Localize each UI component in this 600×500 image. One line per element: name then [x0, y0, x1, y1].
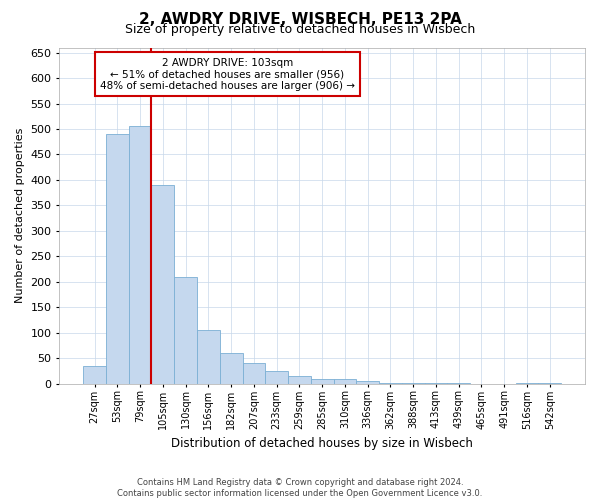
Bar [379, 382, 402, 384]
Bar [265, 371, 288, 384]
Bar [311, 378, 334, 384]
Text: Size of property relative to detached houses in Wisbech: Size of property relative to detached ho… [125, 22, 475, 36]
Bar [288, 376, 311, 384]
Bar [448, 383, 470, 384]
Bar [106, 134, 129, 384]
Bar [242, 364, 265, 384]
Bar [197, 330, 220, 384]
Text: 2, AWDRY DRIVE, WISBECH, PE13 2PA: 2, AWDRY DRIVE, WISBECH, PE13 2PA [139, 12, 461, 28]
Bar [151, 185, 174, 384]
Bar [402, 383, 425, 384]
Text: 2 AWDRY DRIVE: 103sqm
← 51% of detached houses are smaller (956)
48% of semi-det: 2 AWDRY DRIVE: 103sqm ← 51% of detached … [100, 58, 355, 91]
Bar [174, 277, 197, 384]
Bar [515, 383, 538, 384]
Bar [425, 383, 448, 384]
Bar [334, 378, 356, 384]
Bar [356, 381, 379, 384]
X-axis label: Distribution of detached houses by size in Wisbech: Distribution of detached houses by size … [171, 437, 473, 450]
Text: Contains HM Land Registry data © Crown copyright and database right 2024.
Contai: Contains HM Land Registry data © Crown c… [118, 478, 482, 498]
Y-axis label: Number of detached properties: Number of detached properties [15, 128, 25, 304]
Bar [220, 353, 242, 384]
Bar [129, 126, 151, 384]
Bar [83, 366, 106, 384]
Bar [538, 383, 561, 384]
